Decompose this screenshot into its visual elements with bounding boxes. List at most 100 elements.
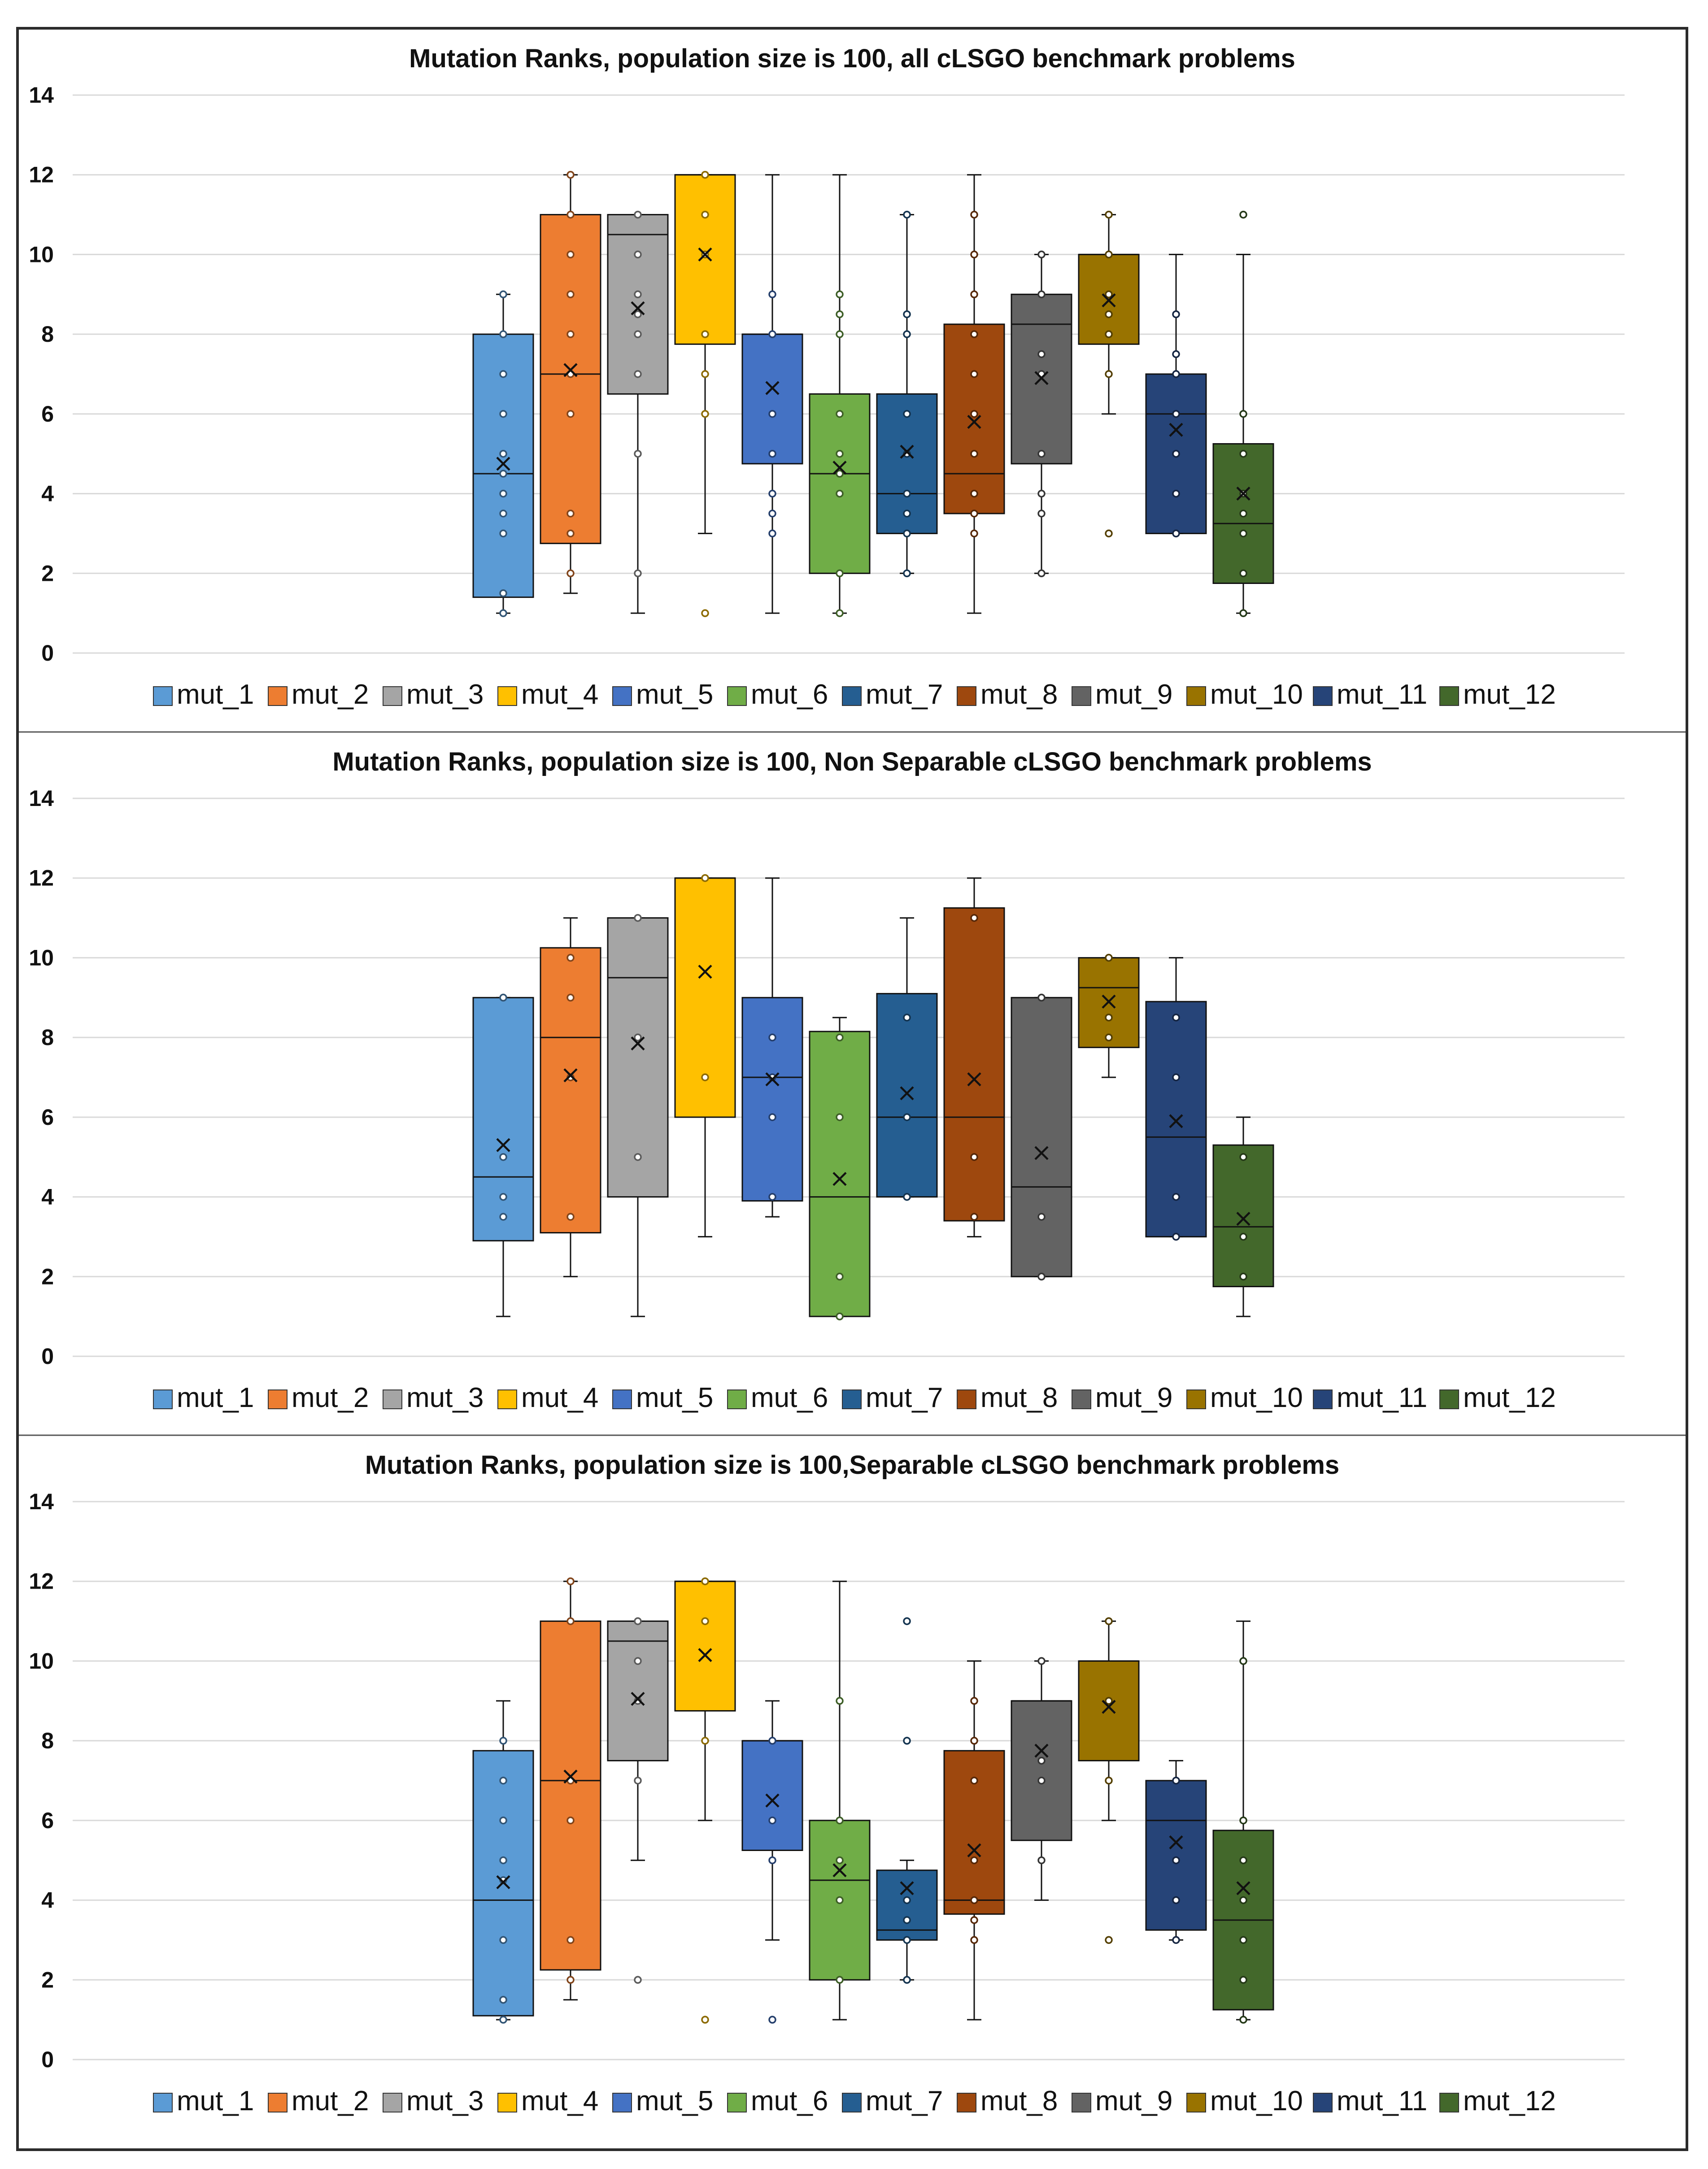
legend-item-mut_3: mut_3 [383,1382,484,1413]
legend-item-mut_1: mut_1 [153,2086,254,2117]
y-tick-label: 2 [41,561,54,586]
data-point [903,310,911,318]
box-mut_6 [809,174,871,617]
data-point [499,410,507,418]
legend-item-mut_9: mut_9 [1072,2086,1172,2117]
box-iqr [876,1869,938,1941]
legend-label: mut_3 [406,2086,484,2117]
data-point [768,529,776,538]
legend-item-mut_11: mut_11 [1313,679,1427,710]
box-mut_4 [674,1577,736,2024]
legend-item-mut_7: mut_7 [842,679,943,710]
mean-marker [698,247,712,262]
data-point [566,1936,575,1944]
legend-swatch [1313,2093,1333,2112]
data-point [499,489,507,498]
legend-label: mut_5 [636,2086,713,2117]
data-point [634,1777,642,1785]
data-point [768,1113,776,1121]
data-point [970,1777,978,1785]
box-mut_11 [1145,957,1207,1241]
data-point [1239,1976,1247,1984]
data-point [970,1856,978,1864]
legend-label: mut_9 [1095,2086,1172,2117]
mean-marker [765,1072,780,1087]
mean-marker-stroke [563,1769,578,1784]
mean-marker [765,1793,780,1808]
data-point [970,370,978,378]
box-iqr [741,333,803,465]
box-mut_8 [943,877,1005,1237]
legend: mut_1 mut_2 mut_3 mut_4 mut_5 mut_6 mut_7 mut_8… [153,679,1556,710]
data-point [903,210,911,219]
data-point [566,1577,575,1585]
data-point [836,449,844,458]
y-tick-label: 8 [41,322,54,347]
mean-marker [496,1875,510,1890]
data-point [499,1153,507,1161]
legend-label: mut_8 [980,1382,1058,1413]
legend-swatch [153,686,173,706]
mean-marker-stroke [698,247,712,262]
legend-label: mut_6 [751,2086,828,2117]
box-mut_2 [540,1577,601,2001]
data-point [1037,350,1046,358]
data-point [566,170,575,179]
data-point [768,1816,776,1825]
legend-item-mut_4: mut_4 [497,1382,598,1413]
data-point [768,449,776,458]
data-point [701,2016,709,2024]
data-point [1172,370,1180,378]
data-point [1105,250,1113,259]
mean-marker [900,444,914,459]
chart-title: Mutation Ranks, population size is 100, … [332,747,1372,776]
box-mut_7 [876,1617,938,1984]
mean-marker [496,1138,510,1152]
box-iqr [809,393,871,574]
mean-marker-stroke [496,1875,510,1890]
legend-label: mut_6 [751,1382,828,1413]
mean-marker-stroke [900,1086,914,1101]
data-point [566,330,575,338]
data-point [768,290,776,299]
data-point [1105,330,1113,338]
data-point [634,250,642,259]
mean-marker [563,363,578,377]
legend-item-mut_11: mut_11 [1313,2086,1427,2117]
legend-item-mut_12: mut_12 [1439,1382,1556,1413]
legend-label: mut_2 [292,1382,369,1413]
data-point [1105,370,1113,378]
data-point [1037,1213,1046,1221]
legend-label: mut_10 [1210,1382,1303,1413]
data-point [499,1737,507,1745]
legend-item-mut_2: mut_2 [268,679,369,710]
legend-item-mut_4: mut_4 [497,2086,598,2117]
box-mut_12 [1212,1620,1274,2024]
data-point [499,330,507,338]
legend-swatch [268,2093,288,2112]
y-tick-label: 0 [41,1344,54,1369]
data-point [1037,489,1046,498]
data-point [1037,1272,1046,1281]
box-mut_4 [674,874,736,1237]
box-mut_1 [472,993,534,1317]
box-iqr [674,877,736,1118]
data-point [499,1995,507,2004]
data-point [634,1657,642,1665]
data-point [1239,1936,1247,1944]
box-mut_12 [1212,210,1274,617]
data-point [1037,510,1046,518]
data-point [836,1272,844,1281]
data-point [903,330,911,338]
box-iqr [741,997,803,1202]
legend-label: mut_8 [980,679,1058,710]
box-mut_10 [1078,210,1140,538]
box-mut_6 [809,1581,871,2021]
data-point [836,410,844,418]
legend-label: mut_9 [1095,679,1172,710]
data-point [1239,410,1247,418]
legend-label: mut_3 [406,1382,484,1413]
box-mut_4 [674,170,736,617]
legend-label: mut_4 [521,679,598,710]
data-point [836,489,844,498]
